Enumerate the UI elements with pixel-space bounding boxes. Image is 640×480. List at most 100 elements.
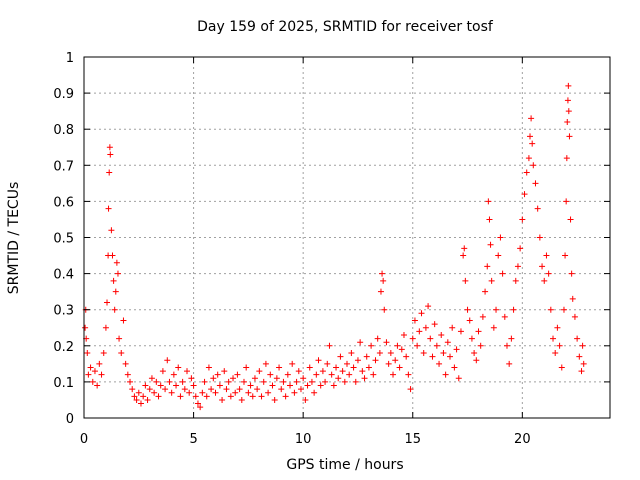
y-tick-label: 0.6	[53, 195, 74, 210]
data-point	[547, 306, 554, 313]
data-point	[525, 155, 532, 162]
data-point	[354, 357, 361, 364]
data-point	[493, 306, 500, 313]
data-point	[317, 382, 324, 389]
data-point	[385, 360, 392, 367]
data-point	[422, 324, 429, 331]
data-point	[124, 371, 131, 378]
data-point	[564, 97, 571, 104]
data-point	[247, 382, 254, 389]
y-tick-label: 0.2	[53, 340, 74, 355]
data-point	[311, 389, 318, 396]
data-point	[280, 378, 287, 385]
data-point	[514, 263, 521, 270]
data-point	[348, 350, 355, 357]
y-tick-label: 0.4	[53, 268, 74, 283]
y-tick-label: 0.9	[53, 87, 74, 102]
data-point	[532, 180, 539, 187]
data-point	[431, 321, 438, 328]
data-point	[380, 277, 387, 284]
x-axis-label: GPS time / hours	[286, 457, 403, 473]
data-point	[387, 350, 394, 357]
data-point	[146, 386, 153, 393]
x-tick-label: 20	[514, 432, 531, 447]
data-point	[346, 371, 353, 378]
data-point	[219, 396, 226, 403]
data-point	[344, 360, 350, 367]
data-point	[488, 277, 495, 284]
data-point	[108, 227, 115, 234]
data-point	[269, 382, 276, 389]
data-point	[485, 198, 492, 205]
data-point	[411, 317, 418, 324]
data-point	[297, 386, 304, 393]
data-point	[110, 277, 117, 284]
data-point	[199, 389, 206, 396]
data-point	[140, 393, 147, 400]
data-point	[192, 393, 199, 400]
data-point	[554, 324, 561, 331]
data-point	[238, 396, 245, 403]
data-point	[390, 371, 397, 378]
data-point	[225, 378, 232, 385]
data-point	[363, 353, 370, 360]
data-point	[425, 303, 432, 310]
data-point	[194, 400, 201, 407]
data-point	[131, 393, 138, 400]
data-point	[335, 375, 342, 382]
data-point	[107, 151, 114, 158]
data-point	[552, 350, 559, 357]
data-point	[223, 386, 230, 393]
data-point	[503, 342, 510, 349]
data-point	[177, 393, 184, 400]
data-point	[106, 144, 113, 151]
data-point	[210, 375, 217, 382]
data-point	[501, 313, 508, 320]
data-point	[256, 368, 263, 375]
data-point	[190, 382, 197, 389]
data-point	[482, 288, 489, 295]
data-point	[212, 389, 219, 396]
y-tick-label: 0.8	[53, 123, 74, 138]
data-point	[216, 382, 223, 389]
data-point	[181, 386, 188, 393]
y-tick-label: 0.5	[53, 232, 74, 247]
data-point	[186, 389, 193, 396]
data-point	[324, 360, 331, 367]
data-point	[510, 306, 517, 313]
data-point	[144, 396, 151, 403]
data-point	[306, 364, 313, 371]
data-point	[560, 306, 567, 313]
data-point	[403, 353, 410, 360]
data-point	[104, 299, 111, 306]
data-point	[155, 393, 162, 400]
data-point	[462, 277, 469, 284]
data-point	[471, 350, 478, 357]
data-points	[82, 82, 587, 411]
data-point	[359, 368, 366, 375]
data-point	[449, 324, 456, 331]
data-point	[565, 82, 572, 89]
data-point	[409, 335, 416, 342]
data-point	[173, 382, 180, 389]
data-point	[278, 386, 285, 393]
data-point	[536, 234, 543, 241]
data-point	[506, 360, 513, 367]
data-point	[230, 375, 237, 382]
data-point	[398, 346, 405, 353]
data-point	[337, 353, 344, 360]
data-point	[567, 216, 574, 223]
data-point	[227, 393, 234, 400]
data-point	[453, 346, 460, 353]
data-point	[148, 375, 155, 382]
data-point	[440, 350, 447, 357]
y-tick-label: 1	[66, 51, 74, 66]
data-point	[89, 378, 96, 385]
data-point	[539, 263, 546, 270]
data-point	[100, 350, 107, 357]
data-point	[162, 386, 169, 393]
data-point	[267, 371, 274, 378]
data-point	[153, 378, 160, 385]
data-point	[203, 393, 210, 400]
data-point	[265, 389, 272, 396]
